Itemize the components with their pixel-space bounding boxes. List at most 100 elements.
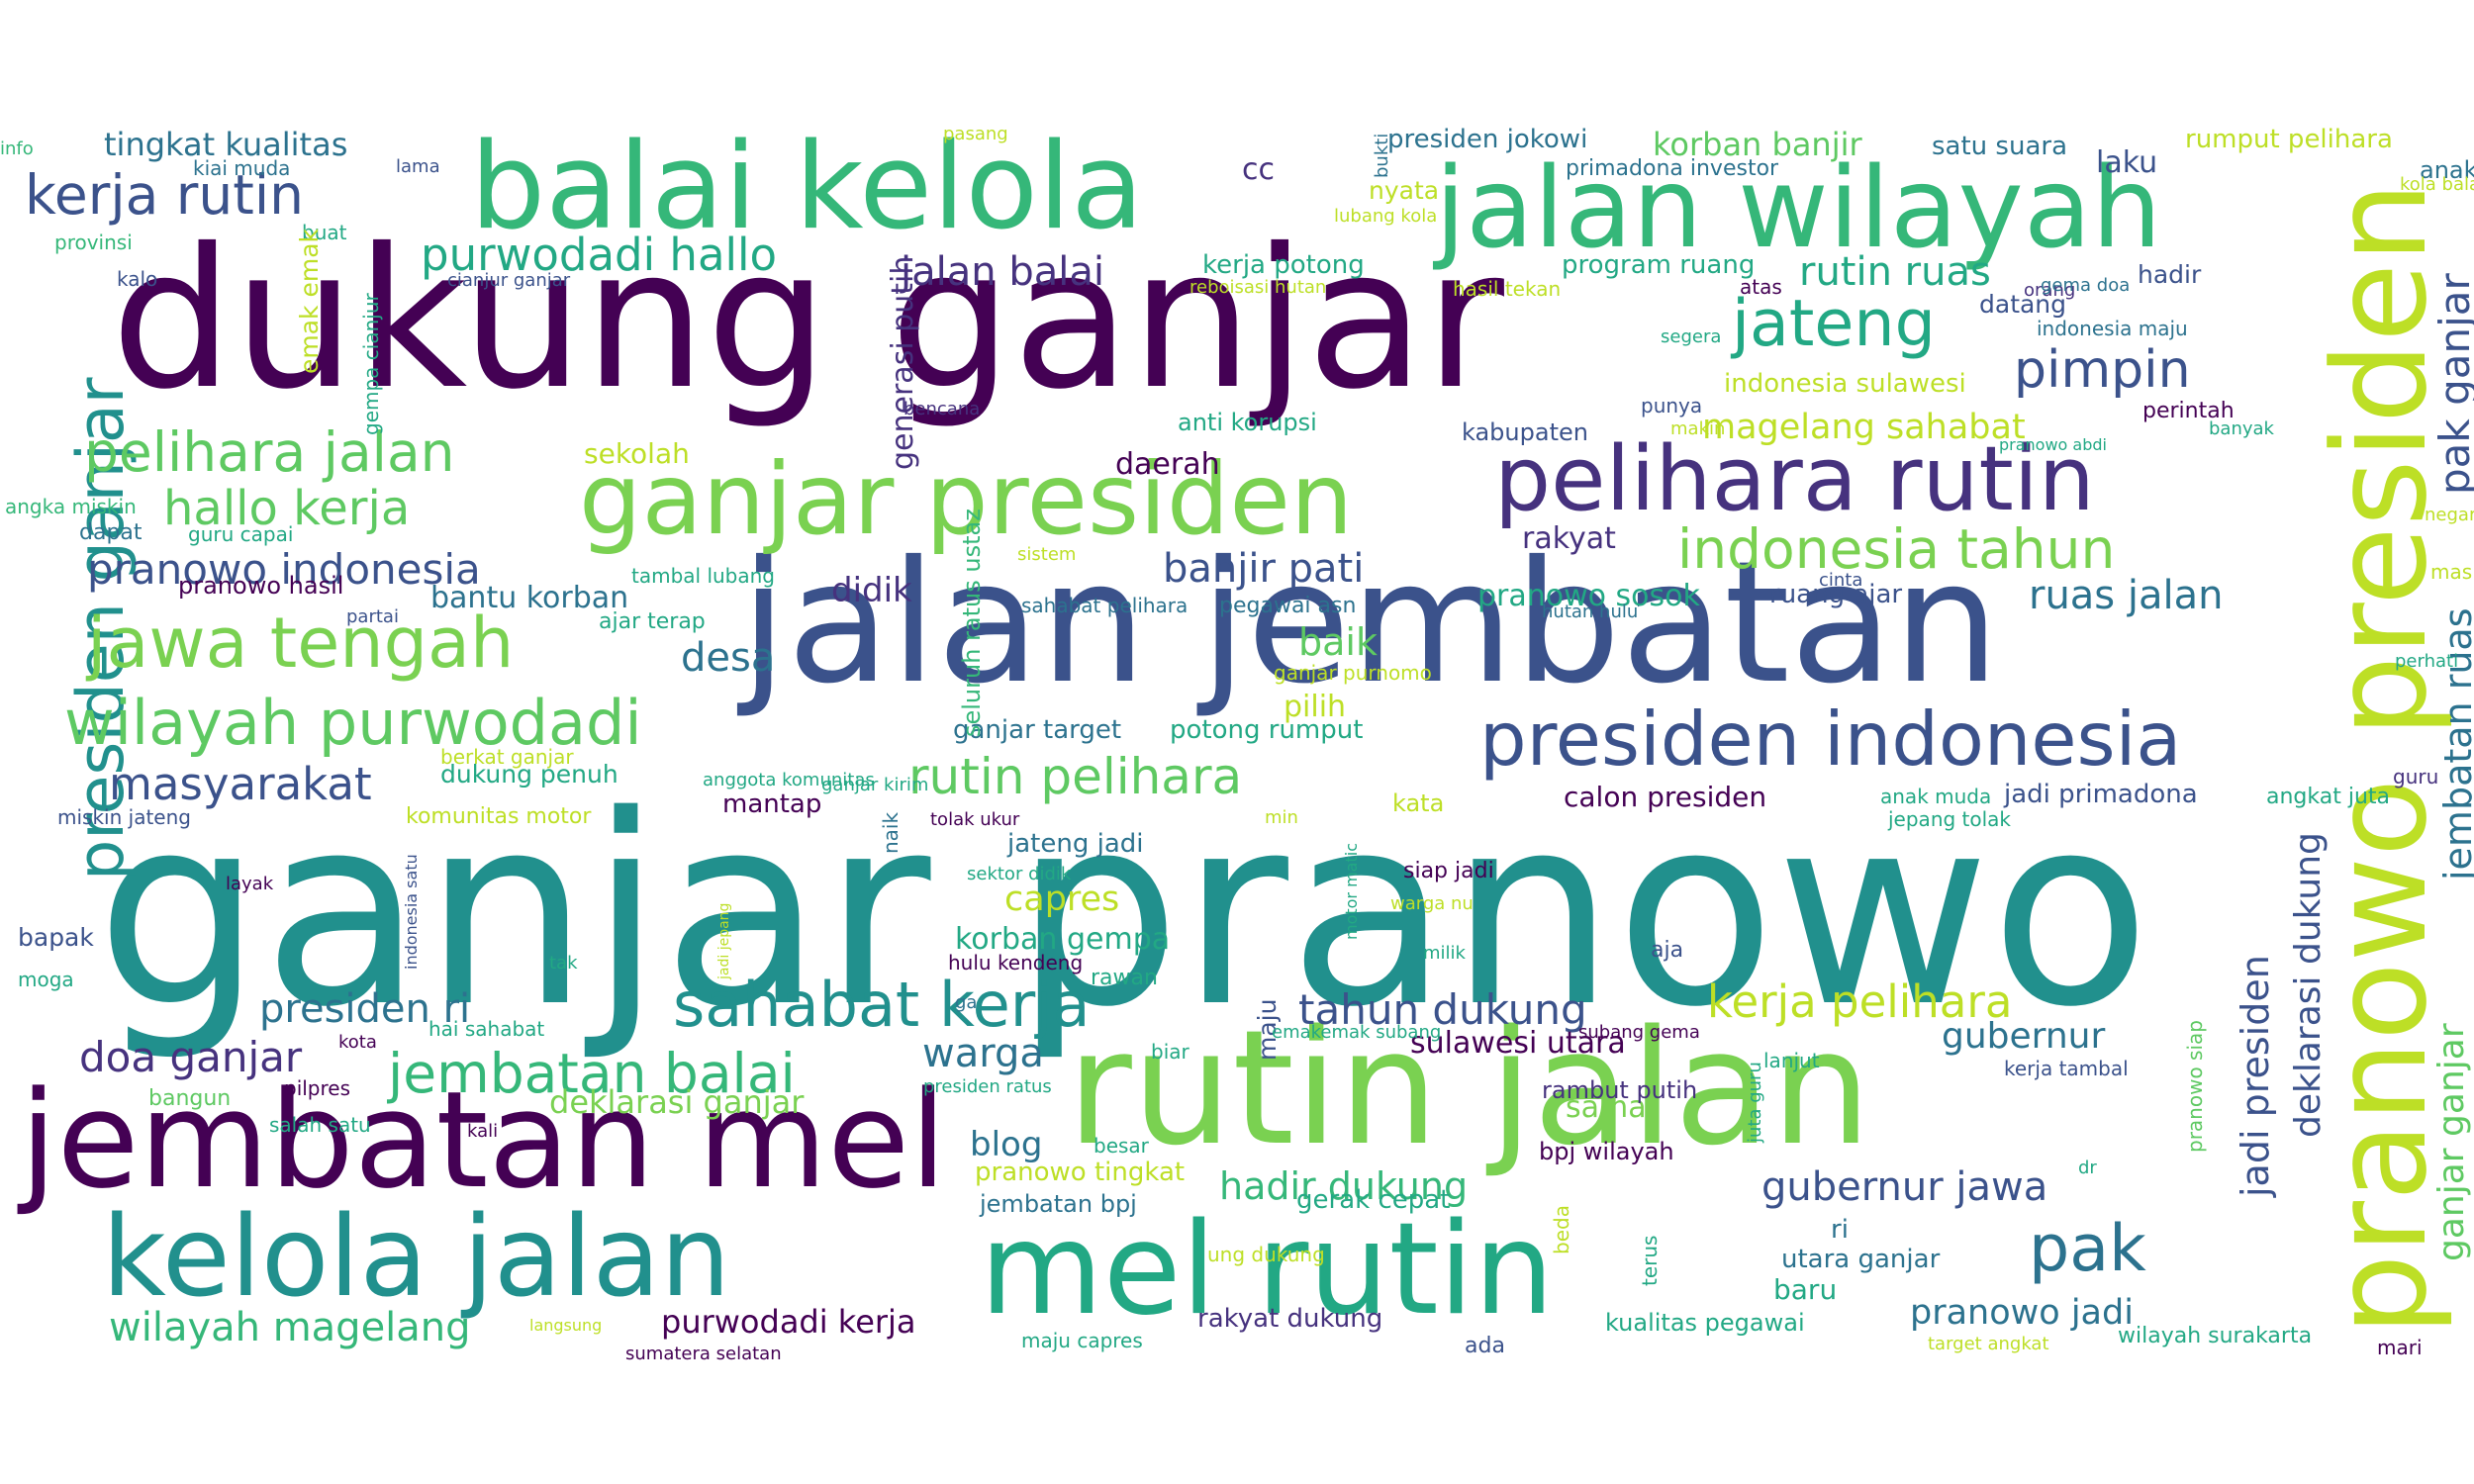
word-cloud-term: didik <box>831 571 912 610</box>
word-cloud-term: kerja potong <box>1202 250 1365 280</box>
word-cloud-term: naik <box>879 811 903 854</box>
word-cloud-term: presiden ri <box>259 986 471 1032</box>
word-cloud-term: besar <box>1094 1134 1149 1158</box>
word-cloud-term: dukung penuh <box>440 760 618 788</box>
word-cloud-term: sumatera selatan <box>625 1344 782 1364</box>
word-cloud-term: subang gema <box>1578 1022 1700 1043</box>
word-cloud-term: pelihara rutin <box>1494 427 2095 531</box>
word-cloud-term: hulu kendeng <box>948 951 1084 974</box>
word-cloud-term: sahabat pelihara <box>1021 594 1189 617</box>
word-cloud-term: dukung ganjar <box>111 207 1504 431</box>
word-cloud-term: reboisasi hutan <box>1189 277 1327 298</box>
word-cloud-term: banyak <box>2209 418 2274 439</box>
word-cloud-term: guru capai <box>188 522 294 546</box>
word-cloud-term: perhati <box>2395 651 2459 672</box>
word-cloud-term: pranowo tingkat <box>975 1158 1186 1187</box>
word-cloud-term: info <box>0 139 34 159</box>
word-cloud-term: kelola jalan <box>102 1193 731 1322</box>
word-cloud-term: kiai muda <box>193 156 291 180</box>
word-cloud-term: ada <box>1465 1334 1505 1358</box>
word-cloud-term: banjir pati <box>1163 546 1365 592</box>
word-cloud-term: sistem <box>1017 544 1077 565</box>
word-cloud-term: nyata <box>1369 176 1440 205</box>
word-cloud-term: indonesia maju <box>2037 317 2188 340</box>
word-cloud-term: jateng jadi <box>1007 829 1144 859</box>
word-cloud-term: mari <box>2377 1336 2423 1359</box>
word-cloud-term: rawan <box>1091 966 1158 990</box>
word-cloud-term: rutin ruas <box>1799 249 1991 295</box>
word-cloud-term: lama <box>396 156 440 177</box>
word-cloud-term: hadir <box>2138 260 2202 289</box>
word-cloud-term: mas <box>2430 560 2473 584</box>
word-cloud-term: wilayah purwodadi <box>64 687 642 759</box>
word-cloud-term: perintah <box>2142 399 2235 423</box>
word-cloud-term: primadona investor <box>1566 156 1779 181</box>
word-cloud-term: korban banjir <box>1653 126 1862 163</box>
word-cloud-term: pimpin <box>2014 340 2191 400</box>
word-cloud-term: maju capres <box>1021 1329 1143 1352</box>
word-cloud-term: orang <box>2024 280 2076 301</box>
word-cloud-term: angkat juta <box>2266 785 2391 809</box>
word-cloud-term: kerja rutin <box>25 163 304 227</box>
word-cloud-term: ganjar target <box>953 715 1122 745</box>
word-cloud-term: bantu korban <box>430 581 629 615</box>
word-cloud-term: cinta <box>1819 570 1863 591</box>
word-cloud-term: wilayah surakarta <box>2118 1324 2313 1348</box>
word-cloud-term: pak <box>2029 1212 2146 1286</box>
word-cloud-term: seluruh ratus ustaz <box>958 509 986 737</box>
word-cloud-term: utara ganjar <box>1781 1245 1941 1274</box>
word-cloud-term: tahun dukung <box>1298 985 1587 1034</box>
word-cloud-term: jalan balai <box>901 249 1104 295</box>
word-cloud-term: datang <box>1979 290 2067 319</box>
word-cloud-term: magelang sahabat <box>1702 408 2026 447</box>
word-cloud-term: wilayah magelang <box>109 1305 471 1350</box>
word-cloud-term: gubernur jawa <box>1761 1164 2048 1210</box>
word-cloud-term: deklarasi dukung <box>2288 832 2329 1138</box>
word-cloud-term: kola balai <box>2400 174 2474 195</box>
word-cloud-term: ga <box>955 992 978 1013</box>
word-cloud-term: biar <box>1151 1040 1189 1064</box>
word-cloud-term: terus <box>1638 1235 1662 1286</box>
word-cloud-term: korban gempa <box>955 922 1171 957</box>
word-cloud-term: bangun <box>148 1086 232 1111</box>
word-cloud-term: ajar terap <box>599 609 706 634</box>
word-cloud-term: pranowo jadi <box>1910 1293 2134 1333</box>
word-cloud-term: kalo <box>117 267 158 291</box>
word-cloud-term: punya <box>1641 394 1703 417</box>
word-cloud-term: pranowo sosok <box>1477 579 1700 613</box>
word-cloud-term: rakyat <box>1522 521 1616 556</box>
word-cloud-term: deklarasi ganjar <box>549 1083 805 1121</box>
word-cloud-term: masyarakat <box>109 758 372 810</box>
word-cloud-term: ganjar ganjar <box>2431 1023 2472 1261</box>
word-cloud-term: pasang <box>943 124 1008 144</box>
word-cloud-term: ruang ajar <box>1769 580 1903 609</box>
word-cloud-term: jembatan mel <box>20 1063 947 1218</box>
word-cloud-term: bencana <box>904 399 981 419</box>
word-cloud-term: jembatan ruas <box>2436 607 2474 881</box>
word-cloud-term: warga <box>922 1031 1044 1076</box>
word-cloud-term: target angkat <box>1928 1334 2049 1354</box>
word-cloud-term: dr <box>2078 1158 2097 1178</box>
word-cloud-term: hutan hulu <box>1542 602 1639 622</box>
word-cloud-term: kabupaten <box>1462 418 1588 446</box>
word-cloud-term: rutin pelihara <box>908 748 1243 805</box>
word-cloud-term: bukti <box>1372 133 1392 178</box>
word-cloud-term: jadi presiden <box>2234 955 2277 1197</box>
word-cloud-term: ganjar purnomo <box>1274 661 1432 685</box>
word-cloud-term: guru <box>2393 765 2439 788</box>
word-cloud-term: potong rumput <box>1170 715 1364 745</box>
word-cloud-term: angka miskin <box>5 495 137 518</box>
word-cloud-term: salah satu <box>269 1113 371 1137</box>
word-cloud-term: ganjar kirim <box>821 775 929 795</box>
word-cloud-term: generasi putih <box>886 255 920 470</box>
word-cloud-term: langsung <box>529 1316 603 1335</box>
word-cloud-term: anggota komunitas <box>703 770 875 790</box>
word-cloud-term: jawa tengah <box>87 603 515 684</box>
word-cloud-term: purwodadi kerja <box>661 1303 916 1341</box>
word-cloud-term: rumput pelihara <box>2185 125 2393 154</box>
word-cloud-term: desa <box>681 635 776 681</box>
word-cloud-term: min <box>1265 807 1298 828</box>
word-cloud-term: pranowo siap <box>2183 1020 2207 1153</box>
word-cloud-term: presiden indonesia <box>1479 696 2182 783</box>
